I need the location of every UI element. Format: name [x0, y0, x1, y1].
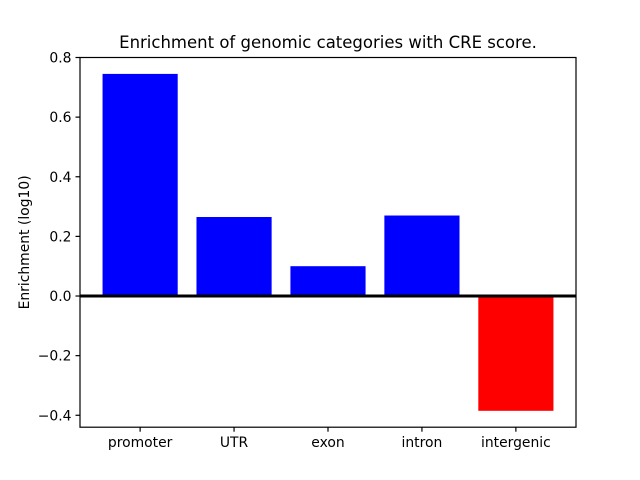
bar-exon — [290, 266, 366, 297]
x-tick-label-UTR: UTR — [220, 435, 249, 451]
y-tick-label: 0.4 — [49, 170, 71, 186]
y-tick-label: 0.0 — [49, 289, 71, 305]
chart-title: Enrichment of genomic categories with CR… — [119, 33, 537, 52]
x-tick-label-intron: intron — [402, 435, 443, 451]
bar-intergenic — [478, 296, 554, 411]
x-tick-label-exon: exon — [311, 435, 344, 451]
y-tick-label: −0.4 — [38, 408, 72, 424]
x-tick-label-intergenic: intergenic — [481, 435, 551, 451]
bar-UTR — [196, 217, 272, 297]
y-tick-label: −0.2 — [38, 349, 72, 365]
x-tick-label-promoter: promoter — [108, 435, 173, 451]
bar-intron — [384, 215, 460, 297]
y-tick-label: 0.6 — [49, 110, 71, 126]
bar-promoter — [102, 73, 178, 297]
y-axis-label: Enrichment (log10) — [17, 175, 33, 309]
x-axis-ticks: promoter UTR exon intron intergenic — [108, 427, 551, 451]
y-tick-label: 0.2 — [49, 229, 71, 245]
y-tick-label: 0.8 — [49, 51, 71, 67]
y-axis-ticks: 0.8 0.6 0.4 0.2 0.0 −0.2 −0.4 — [38, 51, 80, 424]
bars-group — [102, 73, 554, 411]
